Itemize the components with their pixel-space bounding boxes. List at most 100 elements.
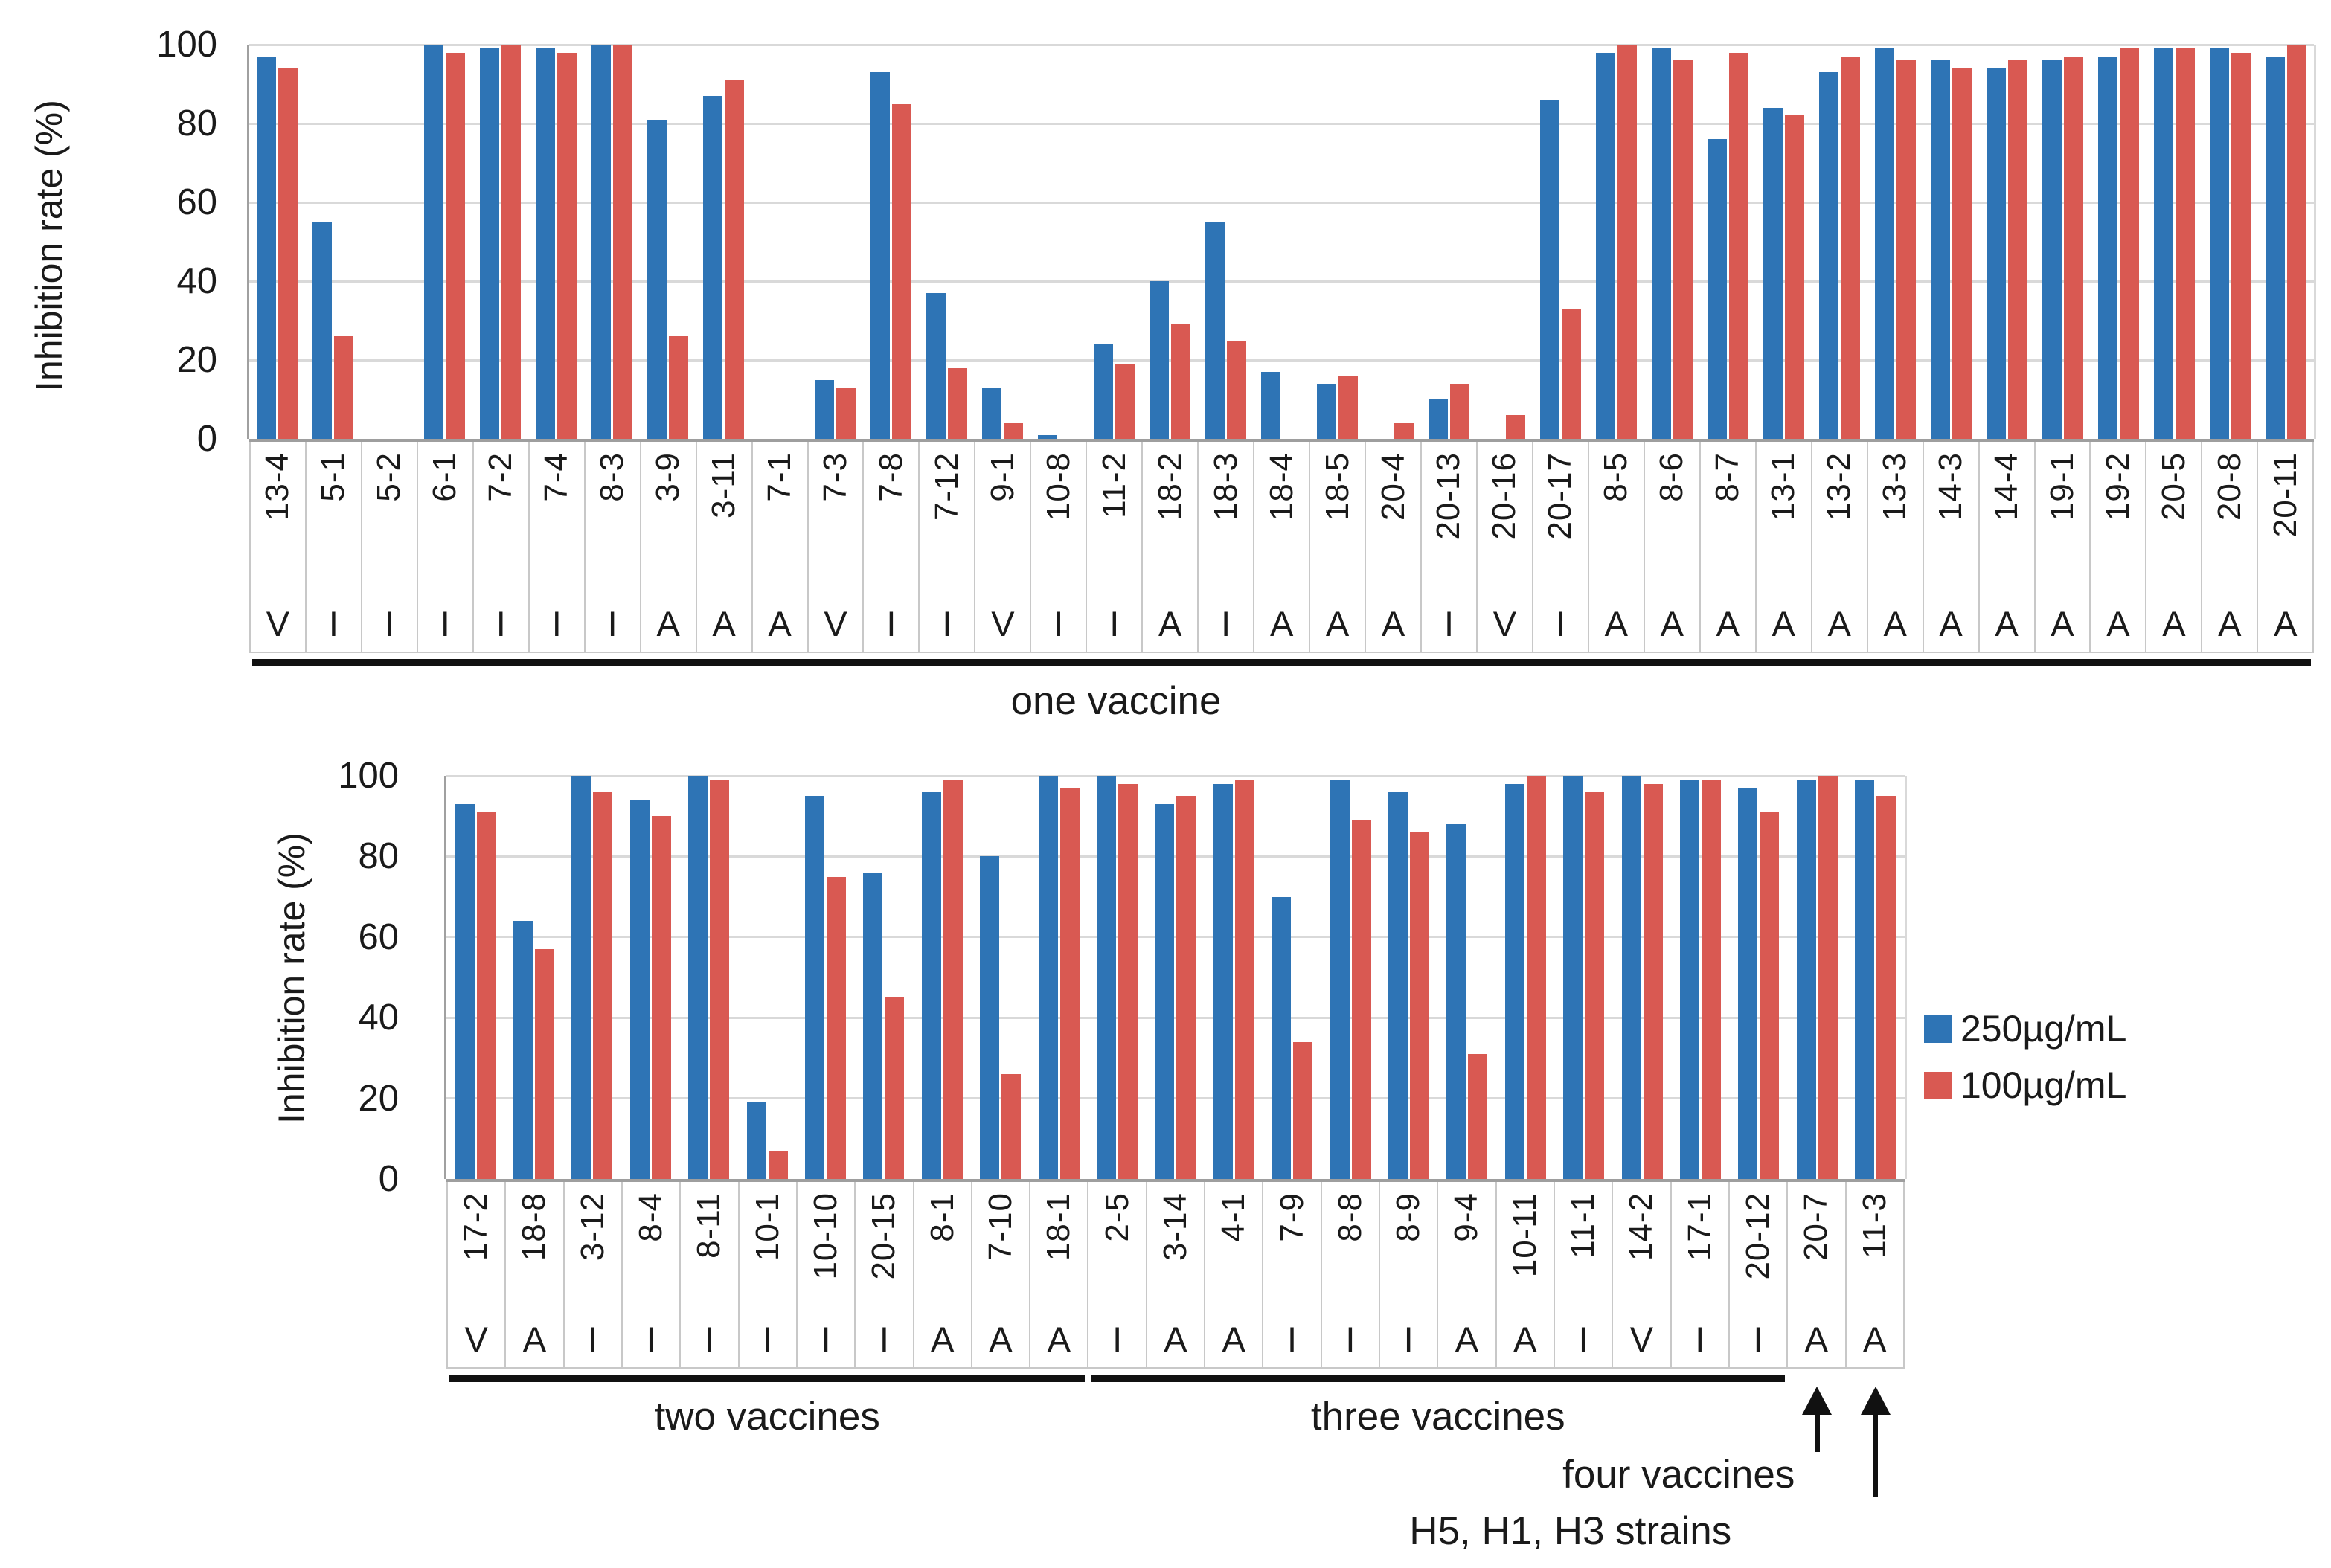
y-tick-label: 100 (156, 25, 217, 65)
category-cell: 17-1 I (1672, 1182, 1730, 1367)
category-cell: 11-3 A (1847, 1182, 1905, 1367)
bar-100ug (1234, 780, 1254, 1179)
bar-100ug (1227, 340, 1246, 439)
bar-group (1477, 45, 1533, 439)
y-axis-line (247, 45, 249, 439)
four-vaccines-annotation-label: four vaccines (1562, 1453, 1795, 1497)
bar-100ug (278, 68, 298, 439)
category-letter-label: I (1345, 1320, 1356, 1359)
category-cell: 10-10 I (798, 1182, 856, 1367)
category-letter-label: I (1695, 1320, 1705, 1359)
bar-100ug (1785, 115, 1804, 439)
bar-100ug (1896, 60, 1916, 439)
category-cell: 7-2 I (474, 442, 530, 652)
category-letter-label: V (266, 604, 290, 643)
category-id-label: 20-5 (2155, 452, 2192, 521)
category-id-label: 17-1 (1681, 1192, 1718, 1262)
category-id-label: 17-2 (458, 1192, 495, 1262)
bar-250ug (480, 48, 499, 439)
bar-group (504, 776, 562, 1179)
category-letter-label: I (1287, 1320, 1298, 1359)
bar-250ug (2154, 48, 2173, 439)
bar-250ug (1213, 783, 1233, 1179)
bar-group (751, 45, 807, 439)
bar-250ug (1205, 222, 1225, 439)
category-letter-label: I (1555, 604, 1565, 643)
bar-group (1438, 776, 1496, 1179)
bar-group (863, 45, 919, 439)
category-id-label: 6-1 (426, 452, 464, 502)
category-id-label: 20-15 (865, 1192, 902, 1280)
bar-group (2258, 45, 2314, 439)
gridline-100 (249, 43, 2314, 46)
category-cell: 20-13 I (1422, 442, 1478, 652)
bar-group (1496, 776, 1554, 1179)
bar-250ug (703, 95, 722, 439)
category-cell: 18-2 A (1143, 442, 1199, 652)
category-id-label: 8-1 (923, 1192, 961, 1242)
category-cell: 8-1 A (914, 1182, 972, 1367)
bar-100ug (1585, 791, 1605, 1179)
bar-250ug (1987, 68, 2006, 439)
bar-group (361, 45, 417, 439)
bar-group (1533, 45, 1588, 439)
up-arrow-shaft (1814, 1412, 1820, 1452)
category-letter-label: A (1381, 604, 1405, 643)
bar-100ug (593, 791, 613, 1179)
bar-group (249, 45, 305, 439)
bar-group (584, 45, 640, 439)
category-cell: 20-11 A (2258, 442, 2315, 652)
group-underline (252, 659, 2311, 666)
category-letter-label: V (991, 604, 1015, 643)
gridline-80 (249, 122, 2314, 125)
bar-group (1321, 776, 1379, 1179)
category-id-label: 5-2 (371, 452, 408, 502)
category-id-label: 3-12 (574, 1192, 611, 1262)
category-label-row: 13-4 V 5-1 I 5-2 I 6-1 I 7-2 I 7-4 I 8-3 I 3-9 A 3-11 A 7-… (249, 439, 2315, 653)
bar-group (621, 776, 679, 1179)
bar-100ug (613, 45, 632, 439)
category-label-row: 17-2 V 18-8 A 3-12 I 8-4 I 8-11 I 10-1 I 10-10 I 20-15… (446, 1179, 1905, 1369)
y-axis-line (444, 776, 446, 1179)
category-id-label: 7-8 (872, 452, 909, 502)
bar-250ug (647, 119, 667, 439)
category-cell: 7-3 V (809, 442, 865, 652)
bar-250ug (1504, 783, 1524, 1179)
category-id-label: 18-2 (1151, 452, 1188, 521)
category-id-label: 14-3 (1932, 452, 1969, 521)
bar-group (528, 45, 584, 439)
category-letter-label: A (1862, 1320, 1887, 1359)
group-label: two vaccines (654, 1395, 880, 1439)
category-cell: 17-2 V (446, 1182, 507, 1367)
gridline-20 (249, 359, 2314, 362)
legend-label: 250µg/mL (1960, 1008, 2127, 1050)
category-letter-label: I (886, 604, 897, 643)
category-cell: 8-8 I (1322, 1182, 1380, 1367)
bar-group (472, 45, 528, 439)
category-letter-label: I (1578, 1320, 1588, 1359)
category-id-label: 18-3 (1207, 452, 1244, 521)
category-letter-label: V (464, 1320, 488, 1359)
category-cell: 5-1 I (307, 442, 362, 652)
bar-group (1365, 45, 1421, 439)
y-tick-label: 20 (358, 1078, 399, 1119)
bar-100ug (2064, 56, 2083, 439)
bar-250ug (1931, 60, 1950, 439)
category-cell: 3-14 A (1147, 1182, 1206, 1367)
bar-250ug (455, 803, 475, 1179)
bar-group (1730, 776, 1788, 1179)
category-cell: 7-4 I (530, 442, 586, 652)
bar-group (796, 776, 854, 1179)
bar-100ug (476, 812, 496, 1179)
bar-250ug (1429, 399, 1448, 439)
bar-250ug (1097, 776, 1117, 1179)
legend: 250µg/mL 100µg/mL (1924, 1010, 2126, 1104)
bar-group (913, 776, 971, 1179)
bar-100ug (1702, 780, 1722, 1179)
bar-group (563, 776, 621, 1179)
category-id-label: 10-1 (748, 1192, 786, 1262)
bar-100ug (885, 997, 905, 1179)
bar-group (1142, 45, 1198, 439)
legend-swatch (1924, 1015, 1952, 1043)
